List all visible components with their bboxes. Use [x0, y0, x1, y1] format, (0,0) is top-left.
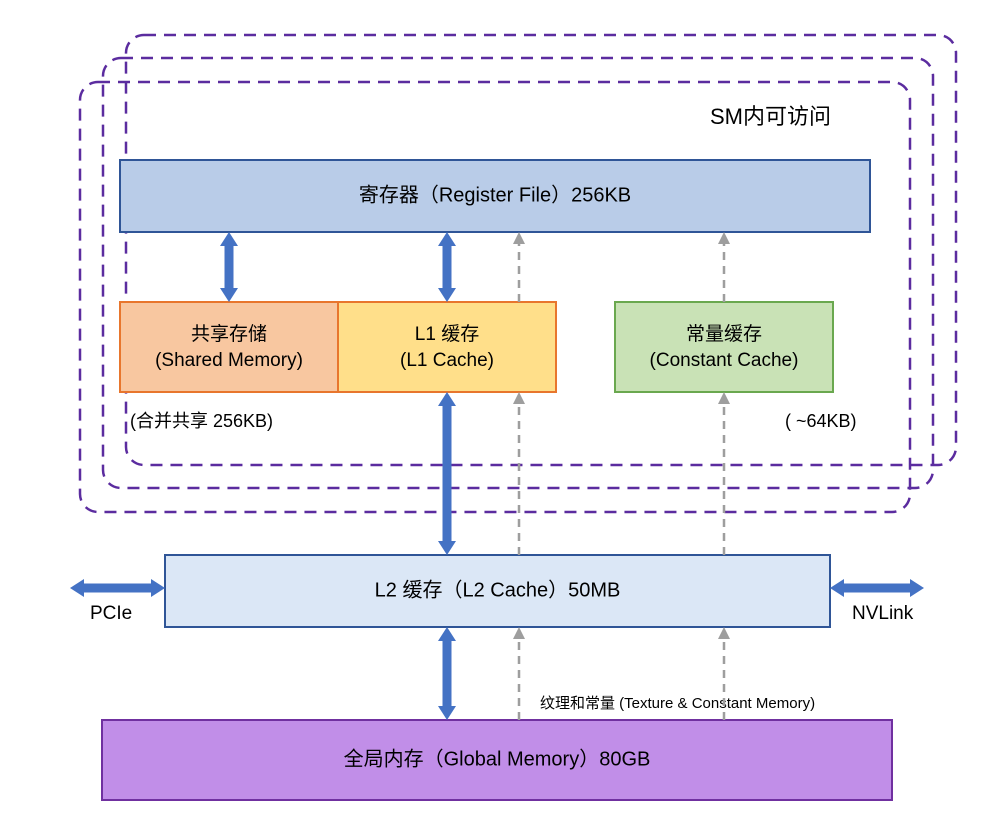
l2-global	[438, 627, 456, 720]
svg-text:SM内可访问: SM内可访问	[710, 104, 831, 129]
sm-container-layer-2	[80, 82, 910, 512]
annotation-nvlink: NVLink	[852, 603, 914, 624]
svg-text:共享存储: 共享存储	[191, 323, 267, 345]
svg-text:L2 缓存（L2 Cache）50MB: L2 缓存（L2 Cache）50MB	[375, 578, 621, 601]
const-to-reg	[718, 232, 730, 302]
const_cache-box	[615, 302, 833, 392]
l1_cache-box	[338, 302, 556, 392]
svg-text:(L1 Cache): (L1 Cache)	[400, 350, 494, 371]
svg-text:全局内存（Global Memory）80GB: 全局内存（Global Memory）80GB	[344, 747, 651, 770]
global-to-l2a	[513, 627, 525, 720]
annotation-shared_size: (合并共享 256KB)	[130, 411, 273, 431]
l2-to-l1	[513, 392, 525, 555]
svg-text:(Constant Cache): (Constant Cache)	[650, 350, 799, 371]
sm-container-layer-0	[126, 35, 956, 465]
l1-to-reg	[513, 232, 525, 302]
annotation-texture: 纹理和常量 (Texture & Constant Memory)	[540, 695, 815, 712]
svg-text:常量缓存: 常量缓存	[686, 323, 762, 345]
nvlink-arrow	[830, 579, 924, 597]
reg-l1	[438, 232, 456, 302]
svg-text:(Shared Memory): (Shared Memory)	[155, 350, 303, 371]
l1-l2	[438, 392, 456, 555]
svg-text:寄存器（Register File）256KB: 寄存器（Register File）256KB	[359, 183, 631, 206]
annotation-pcie: PCIe	[90, 603, 132, 624]
shared_mem-box	[120, 302, 338, 392]
reg-shared	[220, 232, 238, 302]
pcie-arrow	[70, 579, 165, 597]
l2-to-const	[718, 392, 730, 555]
annotation-const_size: ( ~64KB)	[785, 411, 857, 431]
gpu-memory-hierarchy-diagram: SM内可访问寄存器（Register File）256KB 共享存储 (Shared…	[0, 0, 1002, 832]
svg-text:L1 缓存: L1 缓存	[415, 323, 479, 345]
